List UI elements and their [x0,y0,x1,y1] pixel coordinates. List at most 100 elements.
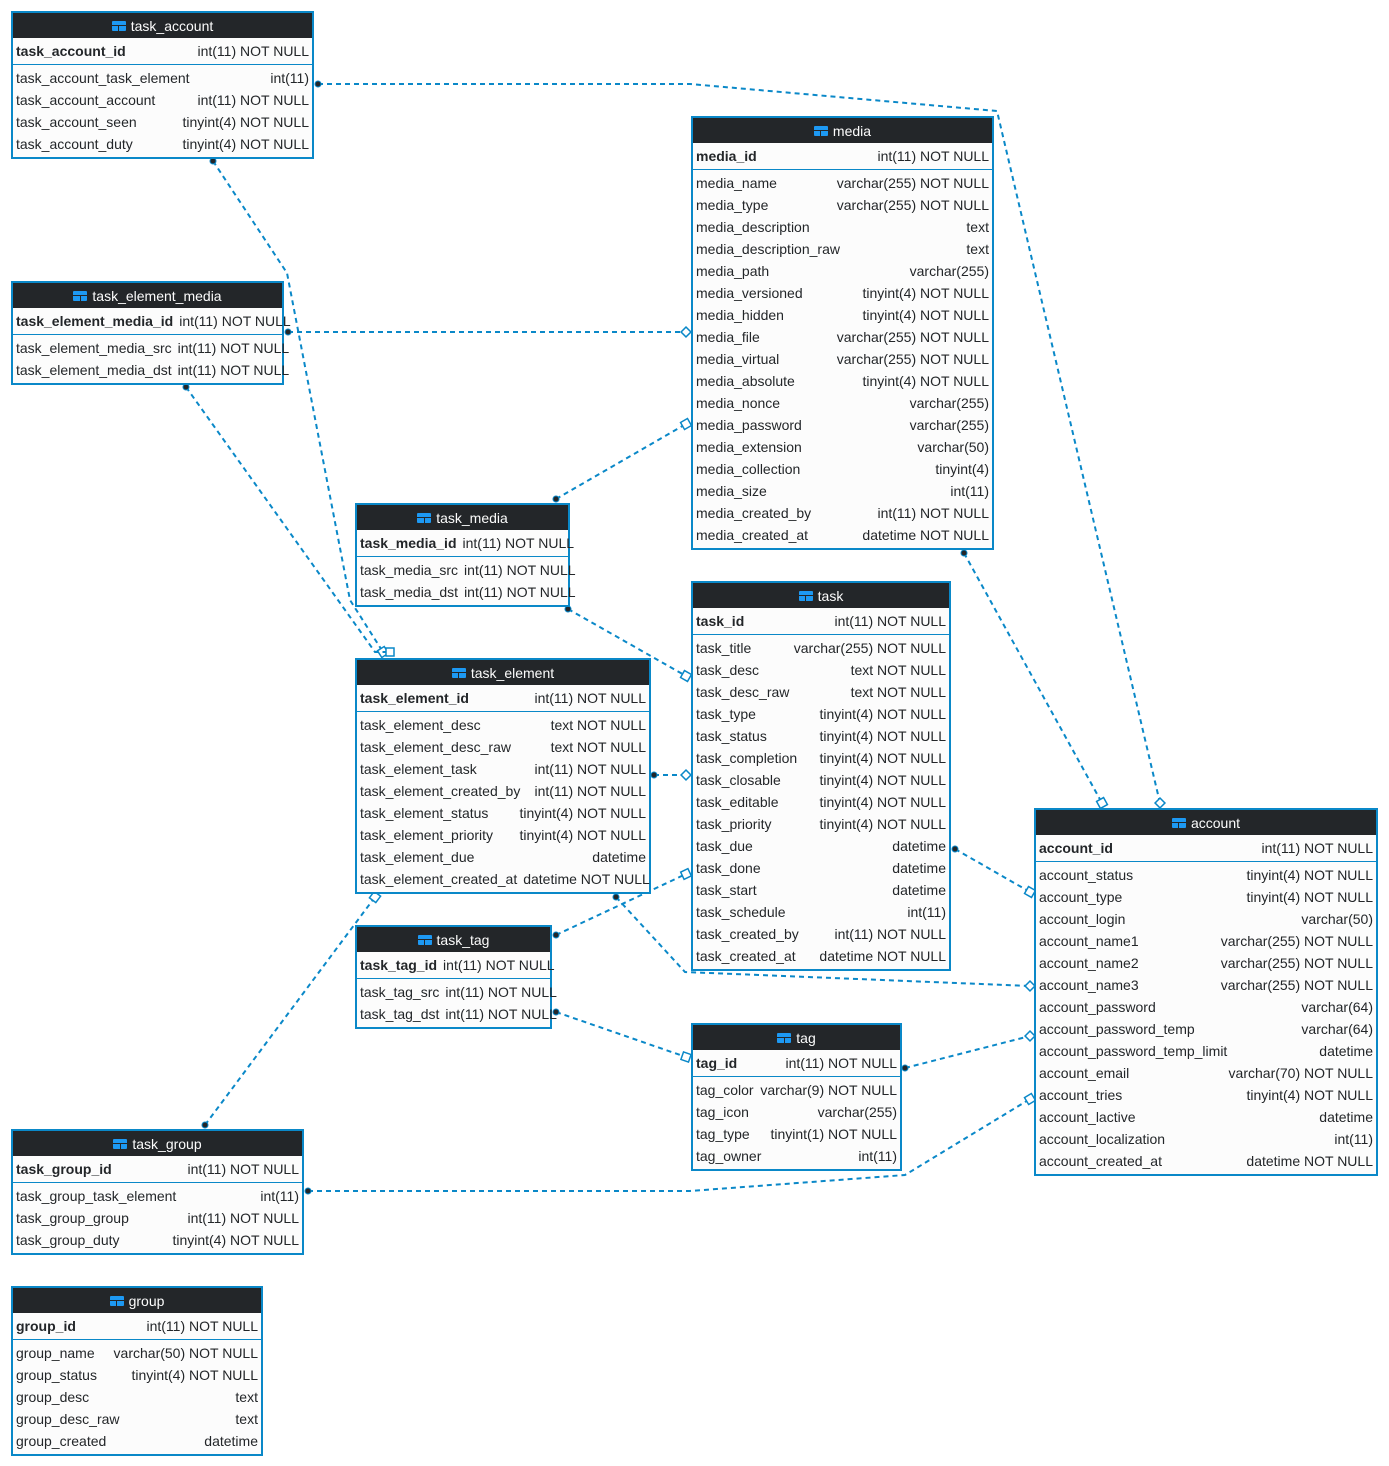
table-icon [109,1295,124,1306]
column-type: int(11) NOT NULL [462,535,575,551]
relation-end-square [385,647,395,657]
column-type: int(11) NOT NULL [464,584,576,600]
column-type: datetime [1319,1043,1373,1059]
relation-end-diamond [679,325,693,339]
relation-task-account [954,848,1031,893]
column-row: task_element_priority tinyint(4) NOT NULL [357,824,649,846]
column-name: task_element_id [360,690,469,706]
column-name: task_element_status [360,805,489,821]
column-type: varchar(255) NOT NULL [836,329,989,345]
column-row: task_account_task_element int(11) [13,67,312,89]
column-row: media_absolute tinyint(4) NOT NULL [693,370,992,392]
column-name: media_nonce [696,395,781,411]
column-name: group_desc_raw [16,1411,120,1427]
column-type: tinyint(4) NOT NULL [862,285,989,301]
column-name: task_tag_id [360,957,438,973]
column-row: task_created_at datetime NOT NULL [693,945,949,967]
column-name: task_account_task_element [16,70,190,86]
column-type: varchar(255) [909,417,989,433]
column-type: text [966,219,989,235]
column-name: task_group_group [16,1210,129,1226]
column-row: task_type tinyint(4) NOT NULL [693,703,949,725]
column-type: tinyint(4) NOT NULL [819,728,946,744]
column-row: task_desc_raw text NOT NULL [693,681,949,703]
table-group[interactable]: group group_id int(11) NOT NULL group_name v… [11,1286,263,1456]
column-type: tinyint(4) NOT NULL [519,805,646,821]
column-row: task_desc text NOT NULL [693,659,949,681]
table-task_element[interactable]: task_element task_element_id int(11) NOT N… [355,658,651,894]
column-type: varchar(255) NOT NULL [793,640,946,656]
column-type: tinyint(4) NOT NULL [182,114,309,130]
column-row: task_element_task int(11) NOT NULL [357,758,649,780]
table-task_element_media[interactable]: task_element_media task_element_media_id i… [11,281,291,385]
column-name: task_element_created_by [360,783,521,799]
primary-key-row: task_account_id int(11) NOT NULL [13,38,312,65]
table-header: account [1036,810,1376,835]
table-media[interactable]: media media_id int(11) NOT NULL media_name v… [691,116,994,550]
relation-end-square [679,669,693,683]
table-icon [113,1138,128,1149]
column-name: task_element_media_dst [16,362,172,378]
column-type: varchar(255) [909,263,989,279]
column-row: task_created_by int(11) NOT NULL [693,923,949,945]
column-name: account_localization [1039,1131,1166,1147]
column-row: task_account_duty tinyint(4) NOT NULL [13,133,312,155]
table-header: media [693,118,992,143]
column-name: account_password_temp_limit [1039,1043,1228,1059]
column-type: int(11) NOT NULL [197,92,309,108]
column-name: media_file [696,329,760,345]
column-row: tag_icon varchar(255) [693,1101,900,1123]
column-row: task_group_duty tinyint(4) NOT NULL [13,1229,302,1251]
column-type: int(11) [270,70,309,86]
column-type: int(11) NOT NULL [445,984,557,1000]
column-name: account_name3 [1039,977,1139,993]
column-name: task_title [696,640,752,656]
column-name: task_element_priority [360,827,494,843]
column-name: account_status [1039,867,1134,883]
relation-end-square [679,867,693,881]
column-row: task_completion tinyint(4) NOT NULL [693,747,949,769]
column-type: int(11) NOT NULL [534,783,646,799]
column-row: task_due datetime [693,835,949,857]
column-row: task_tag_src int(11) NOT NULL [357,981,557,1003]
column-name: group_desc [16,1389,90,1405]
column-name: task_account_seen [16,114,137,130]
column-name: task_priority [696,816,772,832]
relation-start-dot [314,80,322,88]
table-task_tag[interactable]: task_tag task_tag_id int(11) NOT NULL task_… [355,925,557,1029]
column-row: task_title varchar(255) NOT NULL [693,637,949,659]
table-task[interactable]: task task_id int(11) NOT NULL task_title var… [691,581,951,971]
column-name: task_desc_raw [696,684,790,700]
table-account[interactable]: account account_id int(11) NOT NULL account… [1034,808,1378,1176]
table-icon [417,934,432,945]
column-type: varchar(255) [909,395,989,411]
column-row: account_name3 varchar(255) NOT NULL [1036,974,1376,996]
table-icon [1171,817,1186,828]
column-name: tag_color [696,1082,754,1098]
column-type: int(11) NOT NULL [177,362,290,378]
column-type: varchar(255) NOT NULL [1220,933,1373,949]
table-tag[interactable]: tag tag_id int(11) NOT NULL tag_color varcha… [691,1023,902,1171]
table-name: task_element [470,664,555,681]
column-row: task_start datetime [693,879,949,901]
primary-key-row: task_element_media_id int(11) NOT NULL [13,308,291,335]
column-name: account_password [1039,999,1156,1015]
column-type: int(11) NOT NULL [177,340,290,356]
column-type: varchar(70) NOT NULL [1228,1065,1373,1081]
column-type: datetime NOT NULL [523,871,650,887]
column-row: task_group_group int(11) NOT NULL [13,1207,302,1229]
table-task_group[interactable]: task_group task_group_id int(11) NOT NULL t… [11,1129,304,1255]
column-name: media_versioned [696,285,803,301]
column-name: media_absolute [696,373,795,389]
column-type: datetime [592,849,646,865]
table-task_media[interactable]: task_media task_media_id int(11) NOT NULL t… [355,503,576,607]
column-name: account_login [1039,911,1126,927]
column-type: int(11) [907,904,946,920]
column-name: tag_owner [696,1148,762,1164]
table-task_account[interactable]: task_account task_account_id int(11) NOT N… [11,11,314,159]
column-row: group_created datetime [13,1430,261,1452]
column-name: task_desc [696,662,760,678]
column-name: task_element_desc_raw [360,739,511,755]
column-row: account_email varchar(70) NOT NULL [1036,1062,1376,1084]
column-row: task_element_media_src int(11) NOT NULL [13,337,289,359]
